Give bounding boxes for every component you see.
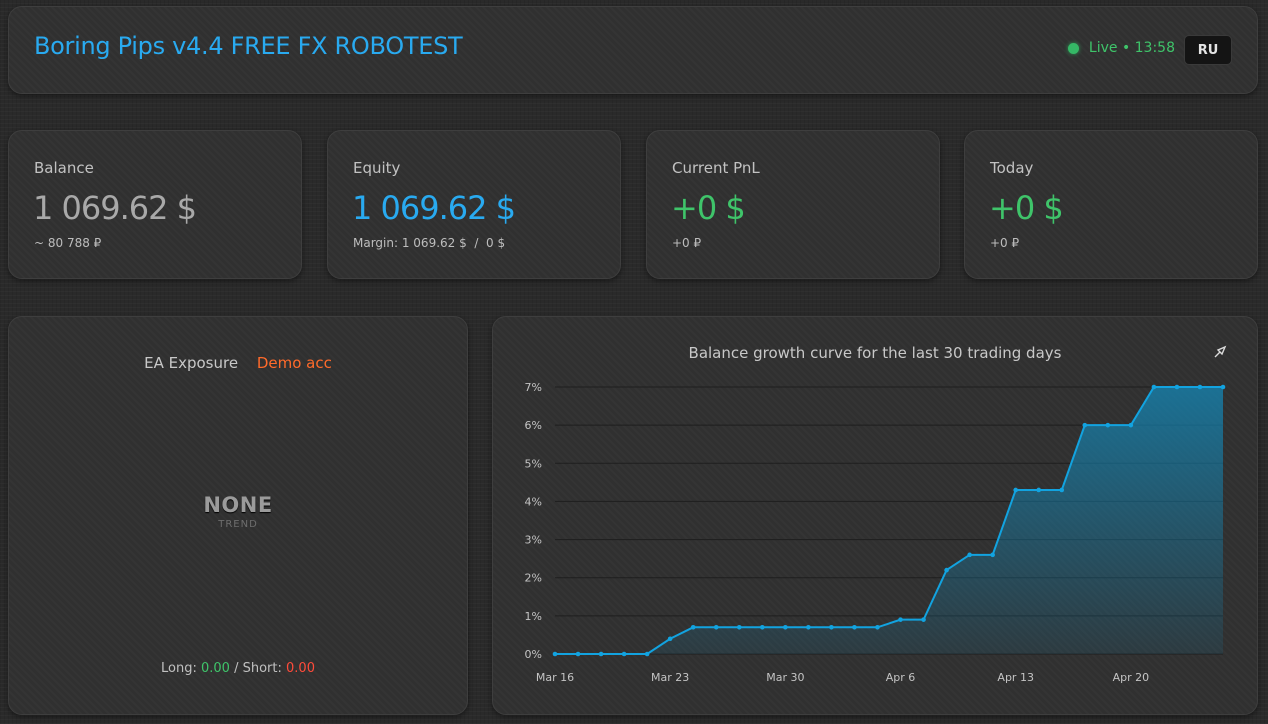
data-point xyxy=(760,625,765,630)
data-point xyxy=(552,651,558,657)
balance-value: 1 069.62 $ xyxy=(33,189,197,227)
data-point xyxy=(875,625,880,630)
data-point xyxy=(1128,422,1134,428)
data-point xyxy=(736,625,742,630)
today-card: Today +0 $ +0 ₽ xyxy=(964,130,1258,279)
balance-card: Balance 1 069.62 $ ~ 80 788 ₽ xyxy=(8,130,302,279)
data-point xyxy=(644,651,650,657)
pnl-rub: +0 ₽ xyxy=(672,236,702,250)
data-point xyxy=(898,617,903,622)
data-point xyxy=(783,625,788,630)
data-point xyxy=(621,651,627,657)
data-point xyxy=(921,617,926,622)
trend-indicator: NONE TREND xyxy=(9,493,467,530)
short-value: 0.00 xyxy=(286,661,315,676)
x-tick-label: Apr 13 xyxy=(997,671,1034,684)
balance-label: Balance xyxy=(34,159,94,177)
data-point xyxy=(713,625,719,630)
equity-label: Equity xyxy=(353,159,401,177)
trend-label: TREND xyxy=(218,519,258,530)
y-tick-label: 0% xyxy=(525,648,542,661)
exposure-card: EA Exposure Demo acc NONE TREND Long: 0.… xyxy=(8,316,468,715)
data-point xyxy=(1105,422,1111,428)
data-point xyxy=(667,636,673,642)
data-point xyxy=(1036,487,1042,493)
series-area xyxy=(555,387,1223,654)
y-tick-label: 2% xyxy=(525,572,542,585)
series-line xyxy=(555,386,1223,655)
chart-icon[interactable] xyxy=(1213,345,1227,363)
y-tick-label: 1% xyxy=(525,610,542,623)
separator: / xyxy=(234,661,239,676)
language-button[interactable]: RU xyxy=(1184,35,1232,65)
data-point xyxy=(944,567,949,573)
pnl-card: Current PnL +0 $ +0 ₽ xyxy=(646,130,940,279)
today-label: Today xyxy=(990,159,1034,177)
chart-title: Balance growth curve for the last 30 tra… xyxy=(688,344,1062,362)
data-point xyxy=(575,651,581,657)
long-value: 0.00 xyxy=(200,661,230,676)
demo-badge: Demo acc xyxy=(256,354,332,372)
y-tick-label: 6% xyxy=(525,419,542,432)
margin-text: Margin: 1 069.62 $ / 0 $ xyxy=(353,236,506,250)
data-point xyxy=(1151,384,1157,390)
data-point xyxy=(1059,487,1065,493)
x-tick-label: Apr 6 xyxy=(886,671,916,684)
y-tick-label: 7% xyxy=(525,381,542,394)
x-tick-label: Mar 23 xyxy=(651,671,689,684)
x-tick-label: Apr 20 xyxy=(1113,671,1150,684)
x-tick-label: Mar 30 xyxy=(766,671,804,684)
balance-chart-card: Balance growth curve for the last 30 tra… xyxy=(492,316,1258,715)
long-short-summary: Long: 0.00 / Short: 0.00 xyxy=(9,661,467,676)
long-label: Long: xyxy=(161,661,197,676)
y-tick-label: 4% xyxy=(525,495,542,508)
pnl-label: Current PnL xyxy=(672,159,760,177)
data-point xyxy=(1197,384,1203,390)
app-title: Boring Pips v4.4 FREE FX ROBOTEST xyxy=(34,32,463,60)
data-point xyxy=(1013,487,1018,493)
exposure-title: EA Exposure xyxy=(144,354,239,372)
x-tick-label: Mar 16 xyxy=(536,671,574,684)
equity-value: 1 069.62 $ xyxy=(352,189,516,227)
header-bar: Boring Pips v4.4 FREE FX ROBOTEST Live •… xyxy=(8,6,1258,94)
data-point xyxy=(598,651,604,657)
live-dot-icon xyxy=(1067,42,1079,54)
data-point xyxy=(1174,384,1180,390)
data-point xyxy=(990,552,995,558)
data-point xyxy=(829,625,834,630)
balance-growth-chart: 0% 1% 2% 3% 4% 5% 6% 7% Mar 16 Mar 23 Mar 30 Apr 6 A… xyxy=(525,381,1226,684)
live-status: Live • 13:58 xyxy=(1067,40,1175,56)
y-tick-label: 3% xyxy=(525,534,542,547)
today-rub: +0 ₽ xyxy=(990,236,1020,250)
y-tick-label: 5% xyxy=(525,457,542,470)
data-point xyxy=(1082,422,1088,428)
trend-value: NONE xyxy=(203,493,273,517)
data-point xyxy=(1220,384,1226,390)
balance-rub: ~ 80 788 ₽ xyxy=(34,236,102,250)
pnl-value: +0 $ xyxy=(671,189,746,227)
exposure-header: EA Exposure Demo acc xyxy=(9,354,467,372)
short-label: Short: xyxy=(242,661,282,676)
chart-expand-icon xyxy=(1214,345,1227,358)
today-value: +0 $ xyxy=(989,189,1064,227)
equity-card: Equity 1 069.62 $ Margin: 1 069.62 $ / 0… xyxy=(327,130,621,279)
data-point xyxy=(806,625,811,630)
data-point xyxy=(690,625,696,630)
data-point xyxy=(852,625,857,630)
data-point xyxy=(967,552,972,558)
live-status-text: Live • 13:58 xyxy=(1088,40,1175,56)
